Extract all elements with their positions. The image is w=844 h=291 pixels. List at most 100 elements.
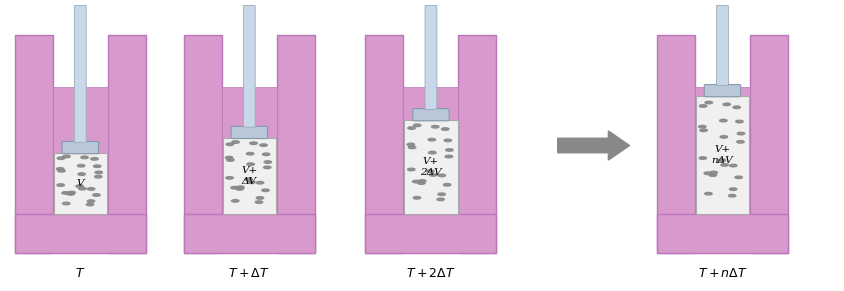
Circle shape [86,203,94,206]
Circle shape [230,187,238,189]
FancyBboxPatch shape [412,109,449,121]
Bar [403,87,457,214]
Circle shape [436,198,444,201]
Circle shape [418,180,425,182]
Circle shape [246,163,254,166]
Circle shape [76,185,84,187]
Circle shape [67,193,74,195]
Text: V+
nΔV: V+ nΔV [711,145,733,165]
Circle shape [417,182,425,184]
Circle shape [736,132,744,135]
Circle shape [255,201,262,203]
Circle shape [262,189,269,191]
Bar [457,35,496,253]
Circle shape [57,169,65,172]
Circle shape [412,180,419,183]
Circle shape [703,172,711,175]
Circle shape [90,158,98,160]
Bar [657,35,694,253]
Bar [365,35,403,253]
Bar [108,35,145,253]
Circle shape [698,125,706,128]
Circle shape [247,181,255,184]
Circle shape [245,178,252,180]
Circle shape [95,175,102,178]
Bar [277,35,314,253]
FancyBboxPatch shape [62,141,99,154]
Circle shape [263,161,271,163]
Circle shape [62,202,70,205]
Bar [54,153,106,214]
Bar [221,87,277,214]
Bar [657,214,787,253]
Circle shape [704,101,711,104]
Circle shape [78,164,84,167]
Bar [365,214,496,253]
Circle shape [408,146,415,149]
Circle shape [698,157,706,159]
Circle shape [256,197,263,199]
Bar [404,120,457,214]
Bar [695,96,749,214]
Circle shape [231,200,239,202]
Circle shape [437,193,445,196]
Circle shape [413,124,420,127]
Circle shape [428,151,436,154]
Circle shape [699,129,706,132]
Circle shape [431,125,438,128]
Bar [15,214,145,253]
Circle shape [407,168,414,171]
FancyBboxPatch shape [716,6,728,85]
Circle shape [699,105,706,107]
Circle shape [734,176,742,179]
Circle shape [57,157,64,159]
Circle shape [708,174,716,176]
Circle shape [246,152,253,155]
Circle shape [728,164,736,167]
Circle shape [226,159,234,161]
Circle shape [408,127,414,129]
Circle shape [444,139,451,142]
Circle shape [722,103,729,106]
FancyBboxPatch shape [243,6,255,127]
Bar [15,35,52,253]
Circle shape [732,106,739,109]
Circle shape [225,177,233,179]
Circle shape [236,186,244,189]
Circle shape [87,188,95,190]
Circle shape [704,192,711,195]
FancyBboxPatch shape [74,6,86,142]
Circle shape [259,144,267,146]
Text: $T + n\Delta T$: $T + n\Delta T$ [696,267,747,280]
Circle shape [226,143,233,146]
Circle shape [235,188,243,190]
Circle shape [428,138,435,141]
Circle shape [93,194,100,196]
Circle shape [94,165,100,168]
Circle shape [728,188,736,191]
Circle shape [720,164,728,166]
Bar [52,87,108,214]
Text: V+
2ΔV: V+ 2ΔV [419,157,441,177]
Circle shape [426,170,434,173]
Circle shape [443,184,451,186]
Circle shape [68,191,75,194]
Circle shape [441,128,448,130]
Circle shape [719,136,727,138]
Circle shape [413,196,420,199]
Circle shape [250,142,257,145]
Text: $T$: $T$ [75,267,85,280]
Circle shape [407,143,414,146]
Circle shape [736,141,744,143]
Text: $T + \Delta T$: $T + \Delta T$ [228,267,270,280]
Circle shape [62,192,69,194]
Circle shape [445,155,452,158]
Circle shape [709,171,717,174]
Circle shape [719,119,726,122]
Bar [183,214,314,253]
Text: V: V [77,179,84,188]
Bar [222,138,275,214]
Circle shape [81,156,88,159]
FancyBboxPatch shape [425,6,436,109]
Circle shape [735,120,742,123]
